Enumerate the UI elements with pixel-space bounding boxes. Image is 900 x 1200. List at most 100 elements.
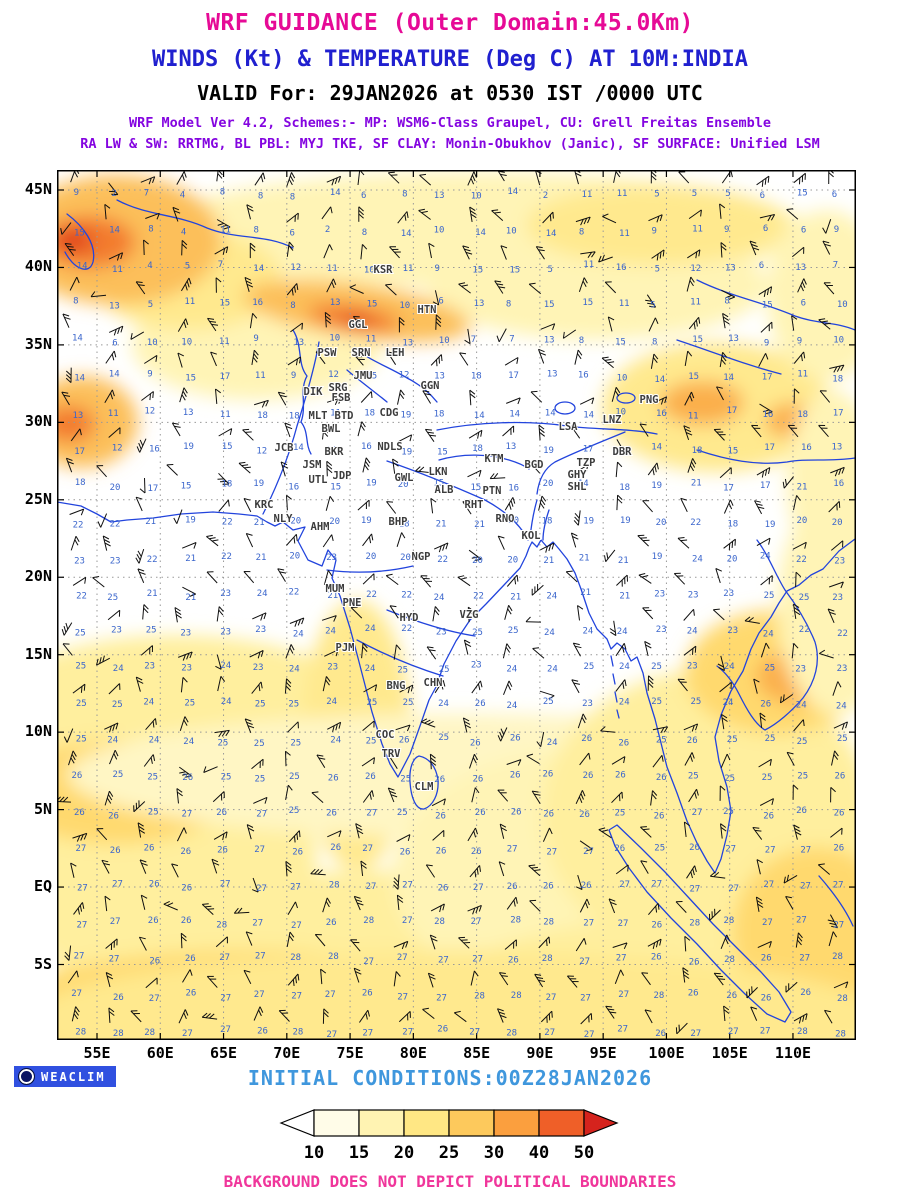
wind-barb (361, 757, 375, 767)
wind-barb (327, 721, 342, 733)
grid-temperature-value: 23 (832, 593, 843, 603)
grid-temperature-value: 9 (253, 334, 258, 344)
colorbar-tick-label: 10 (304, 1143, 324, 1162)
grid-temperature-value: 27 (363, 957, 374, 967)
wind-barb (567, 975, 579, 988)
wind-barb (135, 548, 145, 564)
wind-barb (719, 682, 732, 693)
grid-temperature-value: 17 (508, 371, 519, 381)
grid-temperature-value: 19 (253, 479, 264, 489)
grid-temperature-value: 23 (181, 663, 192, 673)
grid-temperature-value: 21 (510, 593, 521, 603)
grid-temperature-value: 28 (434, 917, 445, 927)
grid-temperature-value: 24 (506, 664, 517, 674)
wind-barb (759, 214, 776, 222)
wind-barb (572, 642, 582, 657)
wind-barb (793, 824, 802, 840)
wind-barb (459, 352, 469, 366)
grid-temperature-value: 24 (619, 662, 630, 672)
grid-temperature-value: 23 (656, 625, 667, 635)
grid-temperature-value: 7 (471, 335, 476, 345)
wind-barb (180, 677, 188, 693)
wind-barb (176, 827, 187, 842)
grid-temperature-value: 15 (222, 442, 233, 452)
wind-barb (506, 896, 518, 910)
grid-temperature-value: 26 (181, 916, 192, 926)
wind-barb (469, 865, 481, 878)
wind-barb (579, 752, 591, 766)
wind-barb (108, 252, 124, 261)
wind-barb (652, 396, 668, 405)
city-label: MUM (326, 583, 345, 595)
grid-temperature-value: 19 (401, 448, 412, 458)
grid-temperature-value: 14 (507, 187, 518, 197)
wind-barb (720, 823, 727, 839)
wind-barb (174, 607, 182, 623)
grid-temperature-value: 9 (74, 188, 79, 198)
grid-temperature-value: 19 (543, 446, 554, 456)
x-tick-label: 90E (526, 1044, 554, 1062)
wind-barb (399, 684, 414, 694)
grid-temperature-value: 22 (837, 629, 848, 639)
wind-barb (525, 616, 542, 623)
grid-temperature-value: 23 (471, 661, 482, 671)
grid-temperature-value: 25 (148, 808, 159, 818)
wind-barb (793, 388, 800, 404)
wind-barb (497, 727, 508, 742)
wind-barb (431, 798, 446, 807)
grid-temperature-value: 16 (252, 298, 263, 308)
grid-temperature-value: 21 (327, 591, 338, 601)
wind-barb (830, 466, 845, 477)
grid-temperature-value: 15 (437, 448, 448, 458)
grid-temperature-value: 19 (185, 516, 196, 526)
rivers-bengal-delta (529, 499, 550, 541)
grid-temperature-value: 27 (760, 1027, 771, 1037)
grid-temperature-value: 11 (330, 408, 341, 418)
grid-temperature-value: 7 (509, 335, 514, 345)
grid-temperature-value: 11 (327, 264, 338, 274)
city-label: BWL (322, 423, 341, 435)
colorbar-tick-label: 20 (394, 1143, 414, 1162)
grid-temperature-value: 14 (474, 411, 485, 421)
wind-barb (212, 791, 225, 803)
wind-barb (722, 312, 730, 329)
wind-barb (61, 391, 71, 406)
wind-barb (757, 940, 772, 949)
wind-barb (723, 1005, 730, 1022)
grid-temperature-value: 27 (109, 955, 120, 965)
grid-temperature-value: 21 (618, 556, 629, 566)
grid-temperature-value: 18 (692, 446, 703, 456)
wind-barb (353, 895, 364, 911)
grid-temperature-value: 27 (725, 845, 736, 855)
wind-barb (683, 645, 697, 656)
colorbar-segment (493, 1109, 540, 1137)
grid-temperature-value: 27 (728, 1027, 739, 1037)
wind-barb (675, 1022, 688, 1035)
grid-temperature-value: 27 (326, 1030, 337, 1040)
wind-barb (755, 896, 764, 912)
grid-temperature-value: 20 (543, 479, 554, 489)
wind-barb (238, 461, 251, 474)
wind-barb (793, 1013, 808, 1024)
wind-barb (713, 972, 726, 986)
grid-temperature-value: 17 (148, 484, 159, 494)
grid-temperature-value: 15 (728, 446, 739, 456)
wind-barb (683, 723, 699, 732)
grid-temperature-value: 12 (290, 263, 301, 273)
grid-temperature-value: 14 (330, 188, 341, 198)
grid-temperature-value: 19 (183, 442, 194, 452)
grid-temperature-value: 26 (110, 846, 121, 856)
wind-barb (824, 1009, 833, 1024)
coastline-borneo (818, 875, 854, 927)
grid-temperature-value: 9 (147, 370, 152, 380)
wind-barb (245, 533, 254, 548)
colorbar-segment (358, 1109, 405, 1137)
grid-temperature-value: 26 (436, 846, 447, 856)
wind-barb (435, 314, 442, 330)
wind-barb (428, 242, 435, 259)
grid-temperature-value: 23 (436, 627, 447, 637)
wind-barb (434, 679, 446, 694)
wind-barb (245, 931, 253, 946)
grid-temperature-value: 24 (507, 701, 518, 711)
wind-barb (217, 676, 226, 692)
